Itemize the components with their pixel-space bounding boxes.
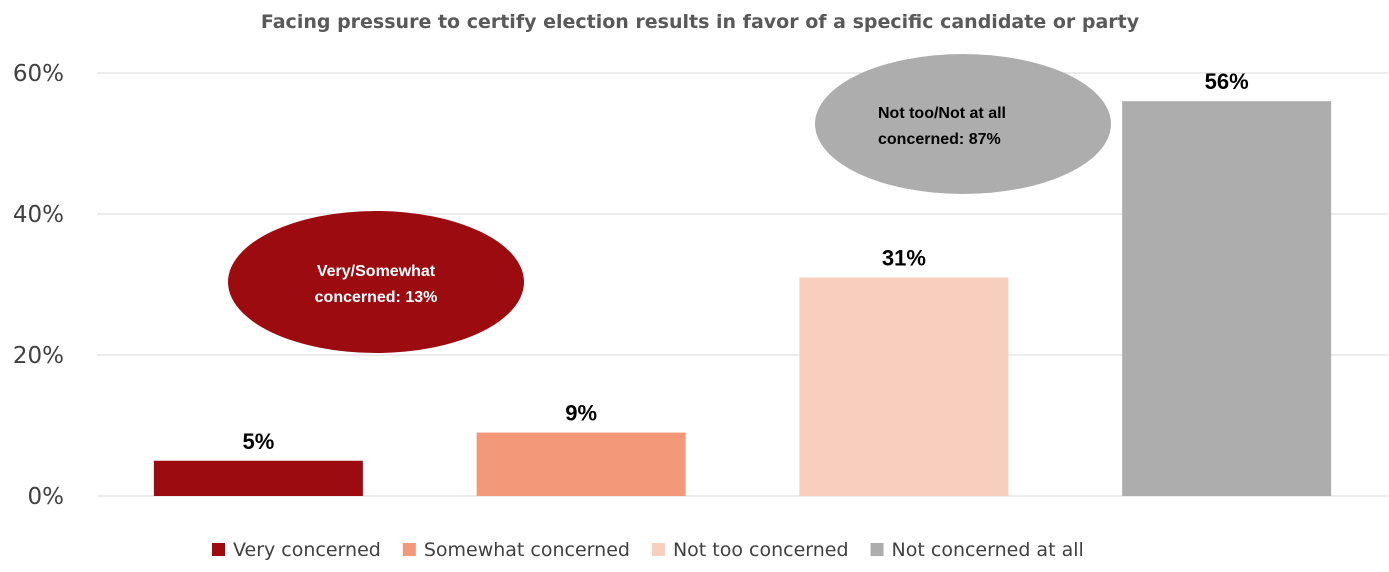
annotation-very-somewhat-line1: Very/Somewhat (317, 263, 436, 280)
annotation-not-too-not-at-all: Not too/Not at all concerned: 87% (815, 54, 1111, 194)
legend-swatch-2 (402, 543, 416, 556)
annotation-not-too-not-at-all-line2: concerned: 87% (878, 131, 1001, 148)
legend-swatch-3 (651, 543, 665, 556)
annotation-very-somewhat-bubble (228, 211, 524, 353)
bar-2 (476, 432, 686, 496)
y-tick-label-60: 60% (13, 61, 64, 87)
annotation-very-somewhat: Very/Somewhat concerned: 13% (228, 211, 524, 353)
data-label-1: 5% (242, 429, 274, 454)
annotation-not-too-not-at-all-line1: Not too/Not at all (878, 105, 1006, 122)
legend-label-1: Very concerned (233, 539, 381, 561)
annotation-very-somewhat-line2: concerned: 13% (315, 289, 438, 306)
y-axis-ticks: 0% 20% 40% 60% (13, 61, 64, 510)
legend: Very concerned Somewhat concerned Not too … (212, 539, 1084, 561)
legend-label-3: Not too concerned (673, 539, 849, 561)
annotation-not-too-not-at-all-bubble (815, 54, 1111, 194)
bar-3 (799, 277, 1009, 496)
data-label-2: 9% (565, 401, 597, 426)
data-label-4: 56% (1205, 69, 1249, 94)
bar-1 (153, 460, 363, 496)
legend-swatch-1 (212, 543, 225, 556)
legend-label-4: Not concerned at all (892, 539, 1084, 561)
y-tick-label-40: 40% (13, 202, 64, 228)
data-label-3: 31% (882, 245, 926, 270)
bars (153, 101, 1332, 496)
data-labels: 5% 9% 31% 56% (242, 69, 1248, 454)
chart-title: Facing pressure to certify election resu… (261, 11, 1140, 33)
y-tick-label-0: 0% (28, 484, 65, 510)
legend-label-2: Somewhat concerned (424, 539, 630, 561)
legend-swatch-4 (870, 543, 884, 556)
y-tick-label-20: 20% (13, 343, 64, 369)
bar-4 (1122, 101, 1332, 496)
